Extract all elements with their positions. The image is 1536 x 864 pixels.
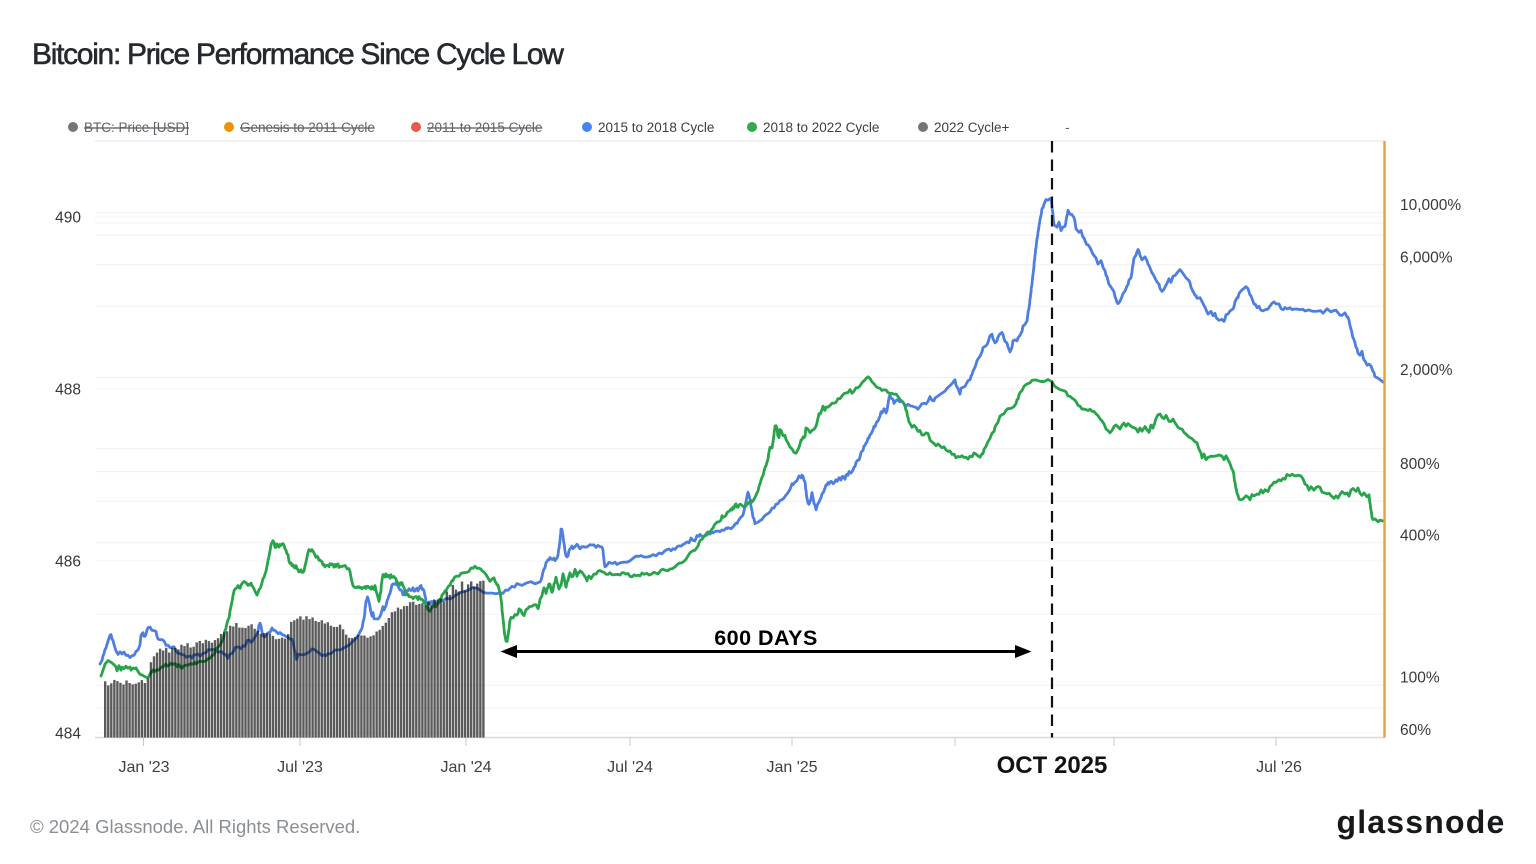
svg-text:2022 Cycle+: 2022 Cycle+ [934, 120, 1010, 135]
svg-text:2015 to 2018 Cycle: 2015 to 2018 Cycle [598, 120, 714, 135]
svg-text:Genesis to 2011 Cycle: Genesis to 2011 Cycle [240, 120, 375, 135]
svg-text:Jan '25: Jan '25 [766, 759, 817, 776]
svg-text:60%: 60% [1400, 722, 1431, 739]
svg-text:© 2024 Glassnode. All Rights R: © 2024 Glassnode. All Rights Reserved. [30, 816, 360, 837]
svg-text:488: 488 [55, 382, 81, 399]
svg-text:10,000%: 10,000% [1400, 197, 1461, 214]
svg-text:400%: 400% [1400, 527, 1440, 544]
svg-text:glassnode: glassnode [1336, 804, 1505, 840]
svg-text:2011 to 2015 Cycle: 2011 to 2015 Cycle [427, 120, 542, 135]
svg-text:Bitcoin: Price Performance Sin: Bitcoin: Price Performance Since Cycle L… [32, 38, 564, 71]
svg-text:600 DAYS: 600 DAYS [714, 626, 818, 650]
svg-text:6,000%: 6,000% [1400, 249, 1453, 266]
svg-text:OCT 2025: OCT 2025 [997, 752, 1108, 779]
svg-text:BTC: Price [USD]: BTC: Price [USD] [84, 120, 189, 135]
svg-text:800%: 800% [1400, 456, 1440, 473]
svg-text:100%: 100% [1400, 670, 1440, 687]
svg-text:2,000%: 2,000% [1400, 362, 1453, 379]
svg-text:Jul '24: Jul '24 [607, 759, 653, 776]
svg-text:Jan '23: Jan '23 [118, 759, 169, 776]
svg-text:Jul '23: Jul '23 [277, 759, 323, 776]
svg-text:490: 490 [55, 210, 81, 227]
svg-text:486: 486 [55, 554, 81, 571]
svg-text:484: 484 [55, 726, 81, 743]
svg-text:-: - [1065, 120, 1070, 135]
svg-text:Jul '26: Jul '26 [1256, 759, 1302, 776]
svg-text:2018 to 2022 Cycle: 2018 to 2022 Cycle [763, 120, 879, 135]
svg-text:Jan '24: Jan '24 [440, 759, 491, 776]
